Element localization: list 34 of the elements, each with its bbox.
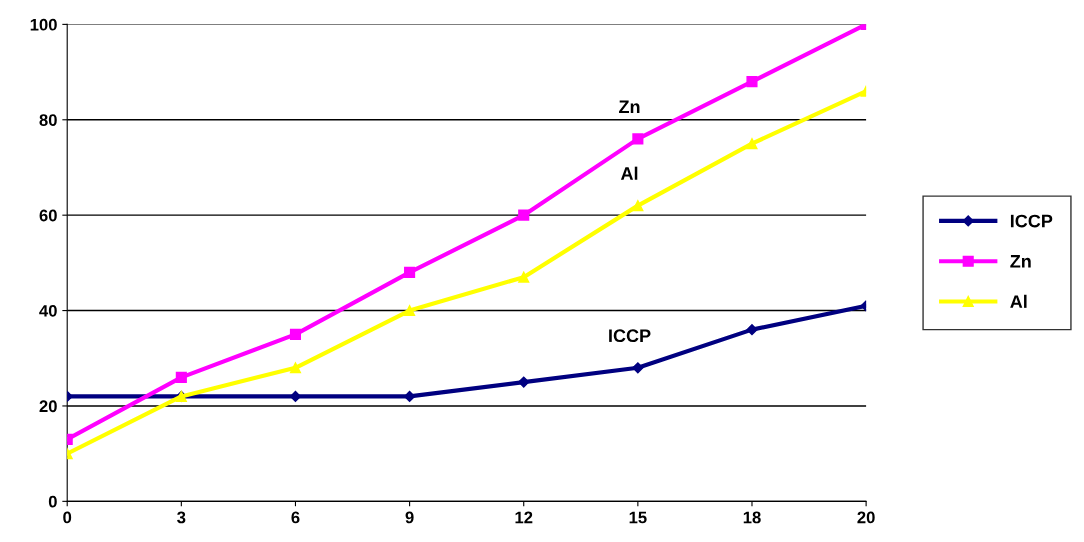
point	[746, 324, 758, 336]
x-tick-label: 6	[291, 511, 300, 524]
point	[289, 328, 302, 340]
y-tick-label: 100	[30, 18, 57, 31]
legend-label: Al	[1010, 294, 1027, 308]
y-tick-label: 20	[39, 400, 57, 413]
text: Zn	[619, 100, 640, 113]
text: ICCP	[609, 329, 651, 343]
point	[518, 376, 530, 388]
text: Al	[620, 166, 638, 180]
x-tick-label: 20	[857, 511, 875, 524]
y-tick-label: 60	[39, 209, 57, 222]
y-tick-label: 40	[39, 304, 57, 317]
point	[289, 362, 302, 374]
point	[404, 305, 416, 317]
y-tick-label: 0	[48, 495, 57, 508]
x-tick-label: 15	[629, 511, 647, 524]
point	[632, 362, 644, 374]
x-tick-label: 18	[743, 511, 761, 524]
y-tick-label: 80	[39, 114, 57, 126]
point	[746, 76, 758, 88]
point	[632, 200, 644, 212]
point	[632, 133, 644, 145]
point	[518, 209, 530, 221]
x-tick-label: 0	[63, 511, 72, 524]
point	[518, 271, 530, 283]
x-tick-label: 9	[405, 511, 414, 524]
point	[746, 138, 758, 150]
point	[175, 371, 187, 383]
point	[404, 266, 416, 278]
x-tick-label: 3	[177, 511, 186, 524]
x-tick-label: 12	[515, 511, 533, 524]
legend-label: ICCP	[1010, 214, 1053, 228]
legend-label: Zn	[1010, 255, 1031, 268]
